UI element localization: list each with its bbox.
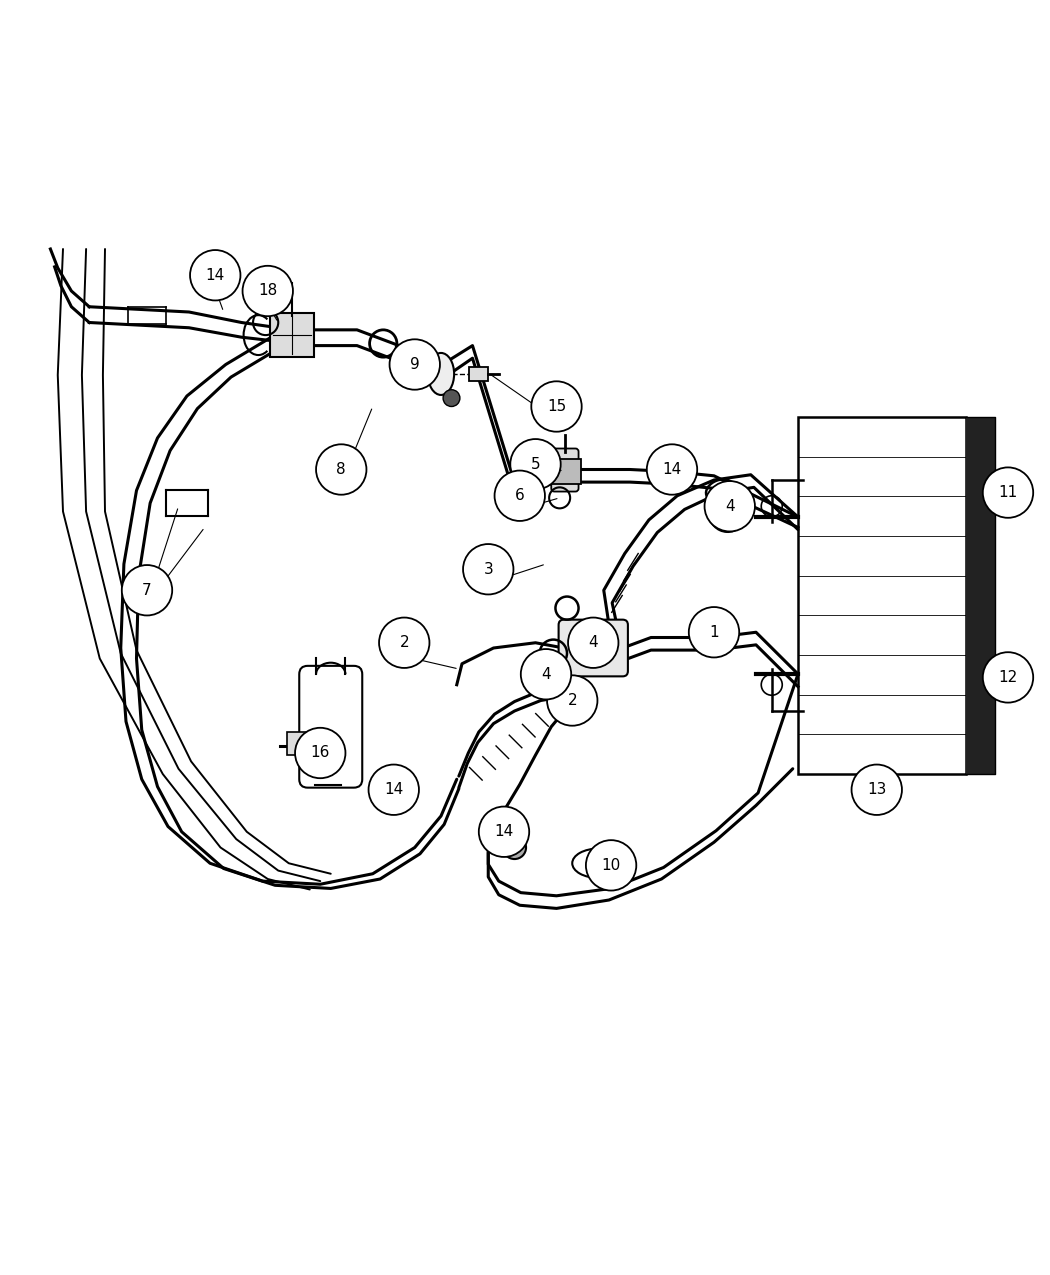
Circle shape — [503, 836, 526, 859]
Text: 14: 14 — [206, 268, 225, 283]
Text: 3: 3 — [483, 562, 493, 576]
Circle shape — [243, 265, 293, 316]
Text: 4: 4 — [541, 667, 551, 682]
Circle shape — [521, 649, 571, 700]
Text: 16: 16 — [311, 746, 330, 760]
Circle shape — [390, 339, 440, 390]
Text: 14: 14 — [384, 783, 403, 797]
Circle shape — [586, 840, 636, 890]
Text: 1: 1 — [709, 625, 719, 640]
FancyBboxPatch shape — [287, 732, 312, 755]
Text: 12: 12 — [999, 669, 1017, 685]
FancyBboxPatch shape — [469, 367, 488, 381]
Circle shape — [852, 765, 902, 815]
Text: 9: 9 — [410, 357, 420, 372]
Circle shape — [369, 765, 419, 815]
Circle shape — [379, 617, 429, 668]
Text: 10: 10 — [602, 858, 621, 873]
Circle shape — [531, 381, 582, 432]
Text: 15: 15 — [547, 399, 566, 414]
Text: 2: 2 — [567, 694, 578, 708]
Circle shape — [122, 565, 172, 616]
Bar — [798, 417, 966, 774]
Circle shape — [510, 439, 561, 490]
Circle shape — [443, 390, 460, 407]
Circle shape — [479, 807, 529, 857]
FancyBboxPatch shape — [559, 620, 628, 676]
Text: 8: 8 — [336, 462, 346, 477]
Circle shape — [495, 470, 545, 521]
Text: 6: 6 — [514, 488, 525, 504]
Text: 4: 4 — [724, 499, 735, 514]
FancyBboxPatch shape — [549, 459, 581, 484]
Circle shape — [983, 653, 1033, 703]
Circle shape — [705, 481, 755, 532]
FancyBboxPatch shape — [270, 314, 314, 357]
Text: 7: 7 — [142, 583, 152, 598]
Circle shape — [689, 607, 739, 658]
Text: 2: 2 — [399, 635, 410, 650]
FancyBboxPatch shape — [551, 449, 579, 492]
Circle shape — [295, 728, 345, 778]
Text: 13: 13 — [867, 783, 886, 797]
Circle shape — [463, 544, 513, 594]
FancyBboxPatch shape — [299, 666, 362, 788]
Circle shape — [190, 250, 240, 301]
Text: 5: 5 — [530, 456, 541, 472]
Text: 18: 18 — [258, 283, 277, 298]
Circle shape — [547, 676, 597, 725]
Ellipse shape — [428, 353, 454, 395]
Circle shape — [647, 444, 697, 495]
Circle shape — [568, 617, 618, 668]
Text: 14: 14 — [495, 824, 513, 839]
Text: 14: 14 — [663, 462, 681, 477]
Text: 11: 11 — [999, 484, 1017, 500]
Circle shape — [983, 468, 1033, 518]
Circle shape — [316, 444, 366, 495]
Text: 4: 4 — [588, 635, 598, 650]
Bar — [966, 417, 995, 774]
